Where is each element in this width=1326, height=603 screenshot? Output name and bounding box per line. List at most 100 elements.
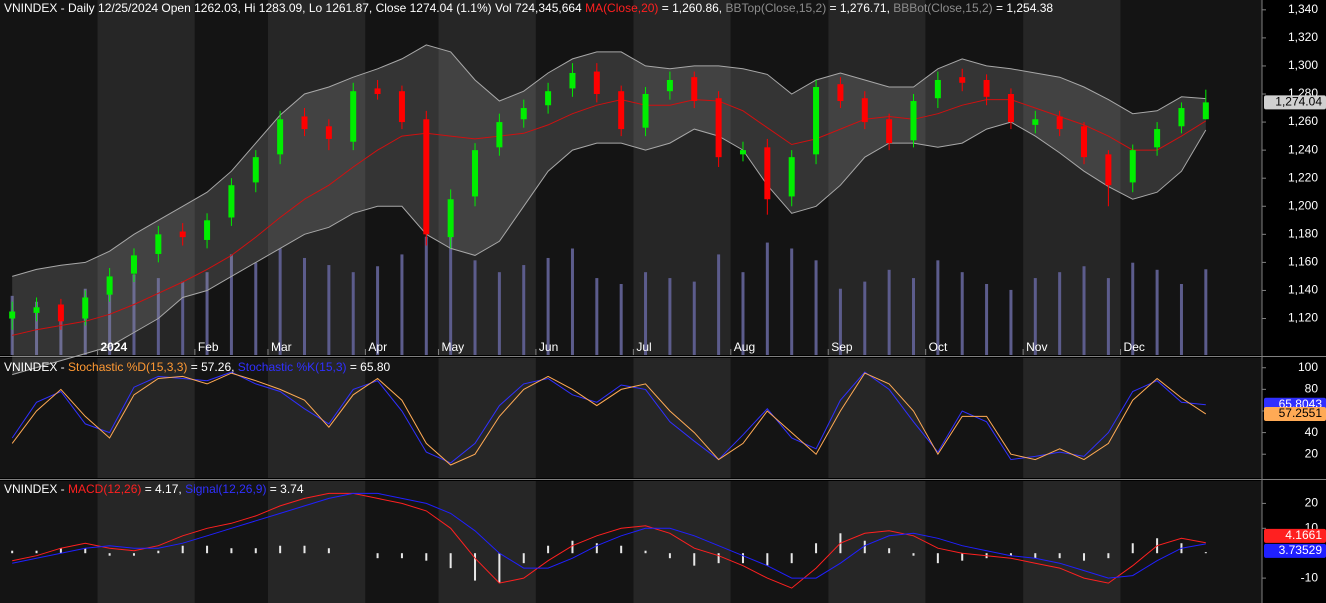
volume-bar [863, 281, 867, 355]
volume-bar [838, 288, 842, 355]
volume-bar [108, 284, 112, 355]
y-tick-label: 80 [1305, 382, 1319, 396]
candle-body [788, 157, 795, 197]
candle-body [252, 157, 259, 183]
candle-body [642, 94, 649, 128]
y-tick-label: 1,200 [1288, 198, 1318, 212]
volume-bar [765, 242, 769, 355]
y-tick-label: 1,300 [1288, 58, 1318, 72]
macd-histogram [425, 553, 428, 561]
month-shade [535, 481, 634, 603]
month-shade [633, 358, 731, 478]
month-shade [0, 0, 98, 355]
candle-body [228, 185, 235, 218]
candle-body [861, 98, 868, 123]
header-part: VNINDEX - [4, 360, 68, 374]
macd-histogram [449, 553, 452, 569]
header-part: Stochastic %D(15,3,3) [68, 360, 187, 374]
macd-histogram [254, 548, 257, 554]
volume-bar [327, 265, 331, 355]
candle-body [886, 119, 893, 144]
candle-body [106, 276, 113, 295]
macd-histogram [1083, 553, 1086, 561]
volume-bar [473, 260, 477, 355]
macd-histogram [1204, 552, 1207, 554]
month-shade [194, 358, 268, 478]
macd-histogram [35, 550, 38, 554]
value-box [1264, 95, 1326, 110]
header-part: BBTop(Close,15,2) [725, 1, 826, 15]
volume-bar [546, 257, 550, 355]
x-tick-label: Sep [831, 340, 853, 354]
volume-bar [254, 262, 258, 355]
macd-histogram [936, 553, 939, 564]
volume-bar [1155, 269, 1159, 355]
volume-bar [205, 272, 209, 355]
header-part: = 57.26, [187, 360, 237, 374]
x-tick-label: Jul [636, 340, 651, 354]
volume-bar [1033, 278, 1037, 355]
candle-body [934, 79, 941, 99]
candle-body [1032, 119, 1039, 125]
month-shade [1023, 358, 1121, 478]
macd-histogram [132, 553, 135, 556]
candle-body [1129, 150, 1136, 183]
candle-body [569, 72, 576, 89]
macd-histogram [279, 545, 282, 554]
candle-body [837, 84, 844, 102]
volume-bar [595, 278, 599, 355]
candle-body [82, 297, 89, 319]
bollinger-bottom [12, 121, 1207, 376]
candle-body [520, 108, 527, 120]
volume-bar [814, 260, 818, 355]
month-shade [1120, 358, 1262, 478]
volume-bar [1179, 284, 1183, 355]
header-part: BBBot(Close,15,2) [893, 1, 992, 15]
volume-bar [132, 274, 136, 355]
moving-average [12, 99, 1207, 336]
x-tick-label: May [441, 340, 464, 354]
header-part: Signal(12,26,9) [185, 482, 266, 496]
candle-body [301, 116, 308, 130]
volume-bar [278, 248, 282, 355]
x-tick-label: Feb [198, 340, 219, 354]
month-shade [194, 481, 268, 603]
month-shade [438, 0, 536, 355]
macd-histogram [327, 548, 330, 554]
macd-line [12, 492, 1206, 579]
candle-body [9, 311, 16, 319]
candle-body [1154, 129, 1161, 148]
header-part: VNINDEX - [4, 482, 68, 496]
volume-bar [424, 236, 428, 355]
header-part: = 1,254.38 [993, 1, 1054, 15]
y-tick-label: 1,220 [1288, 170, 1318, 184]
macd-histogram [571, 540, 574, 554]
y-tick-label: 100 [1298, 360, 1318, 374]
y-tick-label: 1,180 [1288, 226, 1318, 240]
volume-bar [35, 301, 39, 355]
macd-histogram [108, 553, 111, 556]
month-shade [633, 0, 731, 355]
header-part: = 1,276.71, [826, 1, 893, 15]
candle-body [813, 86, 820, 155]
candle-body [593, 71, 600, 95]
month-shade [730, 0, 829, 355]
candle-body [1178, 108, 1185, 127]
macd-histogram [595, 543, 598, 554]
panel-header: VNINDEX - Daily 12/25/2024 Open 1262.03,… [4, 1, 1053, 15]
macd-histogram [888, 548, 891, 554]
macd-histogram [644, 550, 647, 554]
macd-histogram [400, 553, 403, 559]
value-box [1264, 528, 1326, 543]
macd-histogram [1107, 553, 1110, 559]
macd-histogram [863, 540, 866, 554]
volume-bar [1082, 266, 1086, 355]
macd-histogram [474, 553, 477, 581]
value-box [1264, 406, 1326, 421]
volume-bar [936, 260, 940, 355]
volume-bar [351, 272, 355, 355]
volume-bar [522, 265, 526, 355]
volume-bar [790, 248, 794, 355]
x-tick-label: Mar [271, 340, 292, 354]
header-part: MACD(12,26) [68, 482, 141, 496]
